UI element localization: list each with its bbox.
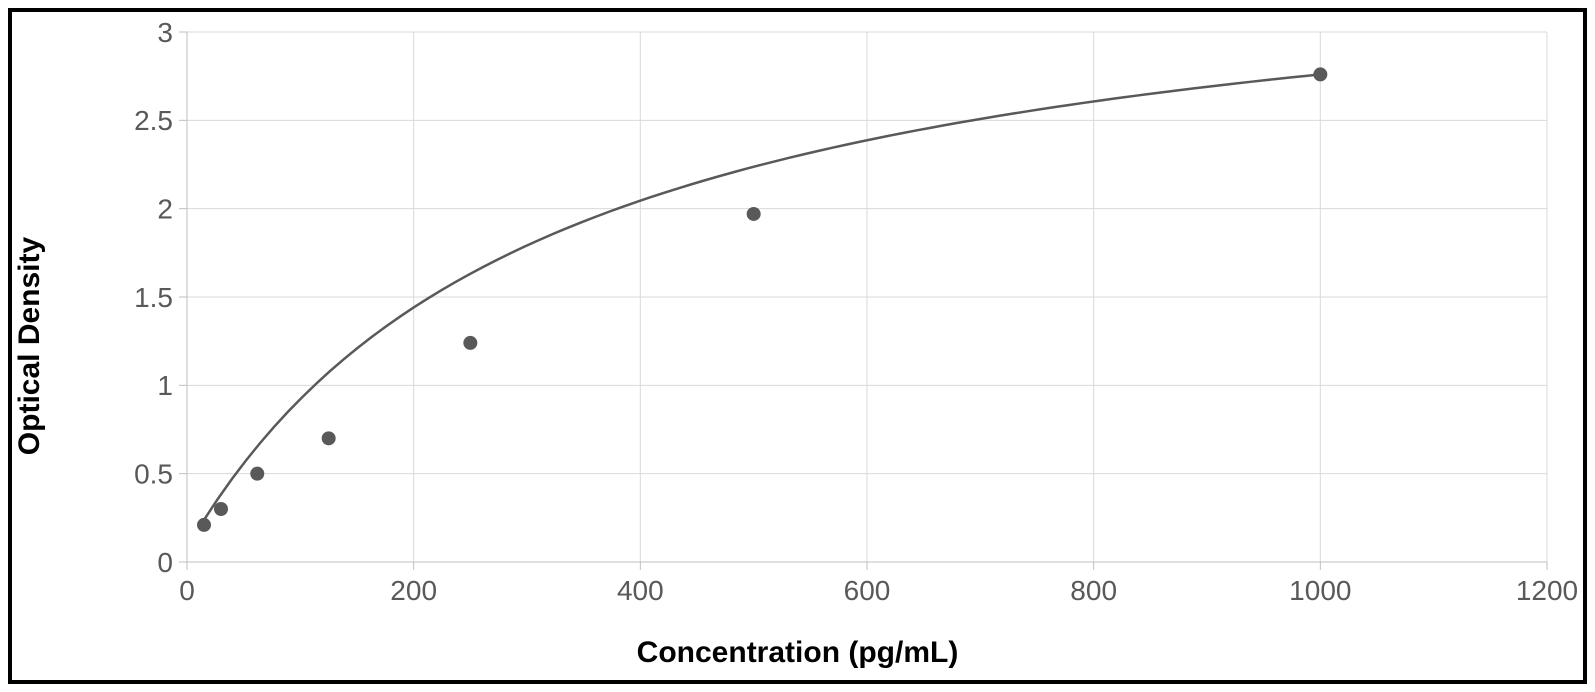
x-tick-label: 1200 (1516, 575, 1578, 606)
x-axis-label: Concentration (pg/mL) (637, 636, 959, 670)
x-tick-label: 0 (179, 575, 195, 606)
data-point (1313, 67, 1327, 81)
x-tick-label: 800 (1070, 575, 1117, 606)
y-tick-label: 0 (157, 547, 173, 578)
data-point (214, 502, 228, 516)
data-point (197, 518, 211, 532)
y-tick-label: 2.5 (134, 105, 173, 136)
x-tick-label: 600 (844, 575, 891, 606)
data-point (463, 336, 477, 350)
x-tick-label: 1000 (1289, 575, 1351, 606)
y-tick-label: 1 (157, 370, 173, 401)
data-point (322, 431, 336, 445)
plot-svg: 02004006008001000120000.511.522.53 (187, 32, 1547, 562)
chart-area: Optical Density Concentration (pg/mL) 02… (12, 12, 1583, 680)
plot-region: 02004006008001000120000.511.522.53 (187, 32, 1547, 562)
y-tick-label: 3 (157, 17, 173, 48)
y-tick-label: 2 (157, 193, 173, 224)
x-tick-label: 200 (390, 575, 437, 606)
y-axis-label: Optical Density (13, 237, 47, 455)
chart-frame: Optical Density Concentration (pg/mL) 02… (8, 8, 1587, 684)
y-tick-label: 1.5 (134, 282, 173, 313)
y-tick-label: 0.5 (134, 458, 173, 489)
x-tick-label: 400 (617, 575, 664, 606)
data-point (747, 207, 761, 221)
data-point (250, 467, 264, 481)
